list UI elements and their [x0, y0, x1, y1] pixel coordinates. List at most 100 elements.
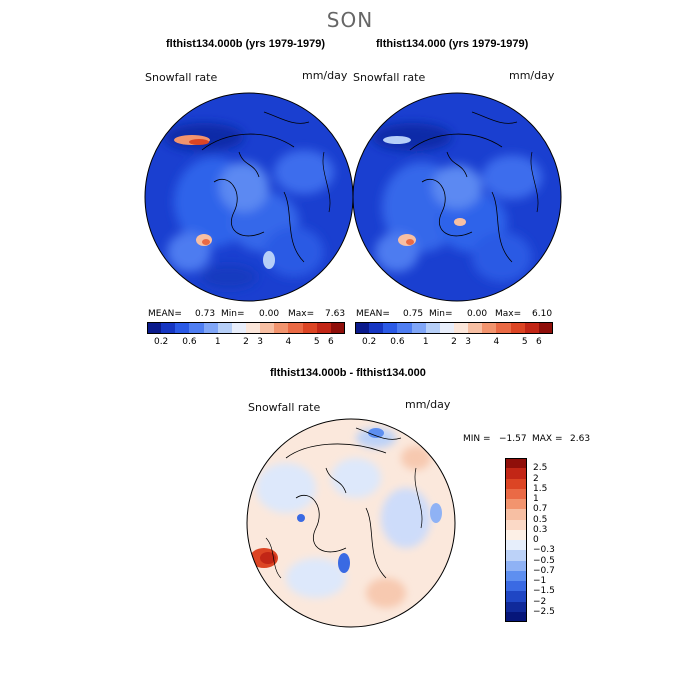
- colorbar-segment: [505, 509, 527, 520]
- panel1-title: flthist134.000b (yrs 1979-1979): [166, 38, 325, 50]
- panel2-title: flthist134.000 (yrs 1979-1979): [376, 38, 529, 50]
- colorbar-tick-label: −1.5: [533, 586, 555, 597]
- colorbar-tick-label: 4: [493, 337, 500, 347]
- colorbar-segment: [538, 322, 554, 334]
- panel3-colorbar: [505, 458, 527, 623]
- colorbar-segment: [260, 322, 275, 334]
- colorbar-tick-label: −2: [533, 596, 547, 607]
- colorbar-segment: [425, 322, 441, 334]
- colorbar-tick-label: 0.2: [361, 337, 377, 347]
- panel1-min-label: Min=: [221, 309, 245, 319]
- colorbar-segment: [505, 540, 527, 551]
- panel1-colorbar: [147, 322, 346, 334]
- colorbar-segment: [189, 322, 204, 334]
- colorbar-segment: [203, 322, 218, 334]
- colorbar-tick-label: −1: [533, 576, 547, 586]
- colorbar-segment: [505, 529, 527, 541]
- colorbar-tick-label: 5: [521, 337, 528, 347]
- colorbar-tick-label: 0.3: [533, 524, 548, 535]
- colorbar-frame: [355, 322, 553, 334]
- colorbar-segment: [505, 458, 527, 469]
- colorbar-tick-label: −0.7: [533, 565, 555, 576]
- colorbar-tick-label: 1: [214, 337, 221, 347]
- panel3-min-value: −1.57: [499, 434, 527, 444]
- colorbar-tick-label: 3: [257, 337, 263, 347]
- panel2-variable-label: Snowfall rate: [353, 71, 426, 84]
- colorbar-segment: [505, 611, 527, 623]
- panel3-max-value: 2.63: [570, 434, 591, 444]
- colorbar-segment: [505, 601, 527, 613]
- colorbar-segment: [231, 322, 247, 334]
- colorbar-segment: [510, 322, 525, 334]
- colorbar-segment: [246, 322, 261, 334]
- panel1-max-value: 7.63: [325, 309, 346, 319]
- panel2-mean-label: MEAN=: [356, 309, 390, 319]
- colorbar-tick-label: 0.6: [182, 337, 197, 347]
- colorbar-segment: [468, 322, 483, 334]
- colorbar-tick-label: 2.5: [533, 463, 548, 474]
- colorbar-segment: [505, 488, 527, 500]
- colorbar-tick-label: 0.7: [533, 504, 548, 515]
- colorbar-frame: [505, 458, 527, 622]
- panel2-colorbar-ticks: 0.2 0.6 1 2 3 4 5 6: [355, 337, 553, 349]
- panel2-mean-value: 0.75: [403, 309, 424, 319]
- colorbar-segment: [505, 560, 527, 572]
- colorbar-tick-label: 2: [451, 337, 457, 347]
- colorbar-tick-label: 0.5: [533, 514, 548, 525]
- panel1-map: [144, 92, 354, 302]
- colorbar-tick-label: 5: [313, 337, 320, 347]
- colorbar-tick-label: 2: [243, 337, 249, 347]
- panel2-max-value: 6.10: [532, 309, 553, 319]
- colorbar-tick-label: 4: [285, 337, 292, 347]
- colorbar-tick-label: −2.5: [533, 606, 555, 617]
- colorbar-tick-label: −0.3: [533, 545, 555, 556]
- panel1-colorbar-ticks: 0.2 0.6 1 2 3 4 5 6: [147, 337, 345, 349]
- colorbar-segment: [411, 322, 426, 334]
- colorbar-tick-label: 0.2: [153, 337, 169, 347]
- panel3-colorbar-ticks: 2.5 2 1.5 1 0.7 0.5 0.3 0 −0.3 −0.5 −0.7 −1 −1.5 −2 −2…: [533, 458, 583, 622]
- colorbar-segment: [505, 499, 527, 510]
- panel1-variable-label: Snowfall rate: [145, 71, 218, 84]
- panel2-min-value: 0.00: [467, 309, 488, 319]
- panel3-title: flthist134.000b - flthist134.000: [270, 367, 426, 379]
- colorbar-segment: [383, 322, 398, 334]
- colorbar-segment: [505, 550, 527, 561]
- panel1-min-value: 0.00: [259, 309, 280, 319]
- panel1-mean-label: MEAN=: [148, 309, 182, 319]
- colorbar-segment: [505, 570, 527, 582]
- colorbar-segment: [274, 322, 289, 334]
- colorbar-tick-label: 3: [465, 337, 471, 347]
- panel2-colorbar: [355, 322, 554, 334]
- colorbar-tick-label: 1: [422, 337, 429, 347]
- colorbar-frame: [147, 322, 345, 334]
- colorbar-tick-label: 1.5: [533, 483, 548, 494]
- colorbar-segment: [175, 322, 190, 334]
- panel1-max-label: Max=: [288, 309, 315, 319]
- colorbar-segment: [397, 322, 412, 334]
- season-title: SON: [326, 8, 374, 32]
- colorbar-segment: [496, 322, 511, 334]
- panel3-variable-label: Snowfall rate: [248, 401, 321, 414]
- panel3-max-label: MAX =: [532, 434, 563, 444]
- panel2-min-label: Min=: [429, 309, 453, 319]
- colorbar-tick-label: 1: [533, 494, 539, 504]
- panel3-units-label: mm/day: [405, 398, 451, 411]
- panel2-max-label: Max=: [495, 309, 522, 319]
- colorbar-segment: [439, 322, 455, 334]
- colorbar-segment: [316, 322, 332, 334]
- colorbar-segment: [482, 322, 497, 334]
- colorbar-segment: [147, 322, 162, 334]
- colorbar-segment: [505, 591, 527, 602]
- colorbar-segment: [369, 322, 384, 334]
- colorbar-tick-label: 2: [533, 473, 539, 484]
- colorbar-segment: [505, 519, 527, 531]
- panel3-map: [246, 418, 456, 628]
- panel2-map: [352, 92, 562, 302]
- colorbar-tick-label: 6: [535, 337, 542, 347]
- colorbar-segment: [288, 322, 303, 334]
- colorbar-segment: [302, 322, 317, 334]
- colorbar-segment: [505, 581, 527, 592]
- colorbar-segment: [217, 322, 233, 334]
- colorbar-segment: [161, 322, 176, 334]
- colorbar-segment: [355, 322, 370, 334]
